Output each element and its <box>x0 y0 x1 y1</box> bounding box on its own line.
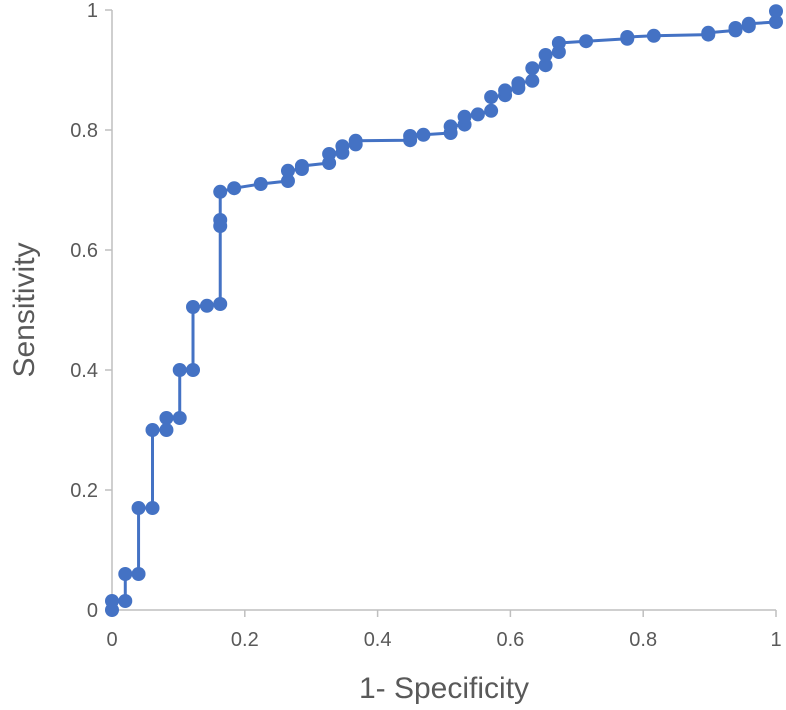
data-point <box>403 129 418 143</box>
x-tick-label: 0.4 <box>364 629 392 651</box>
data-point <box>728 21 743 35</box>
data-point <box>646 28 661 43</box>
data-point <box>186 300 201 314</box>
data-point <box>525 73 540 88</box>
x-ticks: 0 0.2 0.4 0.6 0.8 1 <box>106 610 782 651</box>
data-point <box>701 25 716 40</box>
x-tick-label: 0.6 <box>496 629 524 651</box>
data-point <box>213 213 228 227</box>
data-point <box>294 159 309 173</box>
data-point <box>551 36 566 50</box>
y-tick-label: 0.4 <box>70 360 98 382</box>
data-point <box>484 103 499 118</box>
series-layer <box>105 4 783 617</box>
data-point <box>199 298 214 313</box>
data-point <box>470 107 485 122</box>
y-tick-label: 0.2 <box>70 480 98 502</box>
data-point <box>105 594 119 608</box>
data-point <box>213 297 228 311</box>
y-tick-label: 0.8 <box>70 120 98 142</box>
data-point <box>457 109 472 124</box>
data-point <box>186 363 201 377</box>
data-point <box>227 181 242 196</box>
x-tick-label: 0 <box>106 629 117 651</box>
y-ticks: 0 0.2 0.4 0.6 0.8 1 <box>70 0 112 622</box>
data-point <box>538 58 553 73</box>
data-point <box>159 423 174 437</box>
x-tick-label: 0.2 <box>231 629 259 651</box>
data-point <box>172 363 187 377</box>
data-point <box>213 184 228 199</box>
data-point <box>741 16 756 31</box>
axes: 0 0.2 0.4 0.6 0.8 1 0 0.2 0.4 0.6 0.8 1 <box>70 0 781 651</box>
data-point <box>769 15 783 29</box>
data-point <box>348 133 363 148</box>
y-axis-title: Sensitivity <box>8 242 41 377</box>
data-point <box>280 174 295 188</box>
y-tick-label: 1 <box>87 0 98 22</box>
x-tick-label: 1 <box>770 629 781 651</box>
data-point <box>131 567 146 581</box>
data-point <box>131 501 146 515</box>
data-point <box>145 423 160 437</box>
data-point <box>118 567 133 581</box>
data-point <box>159 411 174 425</box>
data-point <box>484 90 499 104</box>
data-point <box>416 127 431 142</box>
data-point <box>118 594 133 608</box>
y-tick-label: 0.6 <box>70 240 98 262</box>
data-point <box>498 83 513 98</box>
x-tick-label: 0.8 <box>629 629 657 651</box>
data-point <box>511 76 526 91</box>
x-axis-title: 1- Specificity <box>359 672 529 705</box>
y-tick-label: 0 <box>87 600 98 622</box>
data-point <box>172 411 187 425</box>
data-point <box>253 177 268 191</box>
data-point <box>538 48 553 62</box>
data-point <box>443 119 458 134</box>
data-point <box>145 501 160 515</box>
data-point <box>579 34 594 49</box>
data-point <box>335 139 350 154</box>
data-point <box>525 61 540 76</box>
data-point <box>280 163 295 178</box>
data-point <box>620 30 635 44</box>
data-point <box>769 4 783 19</box>
data-point <box>322 147 337 161</box>
